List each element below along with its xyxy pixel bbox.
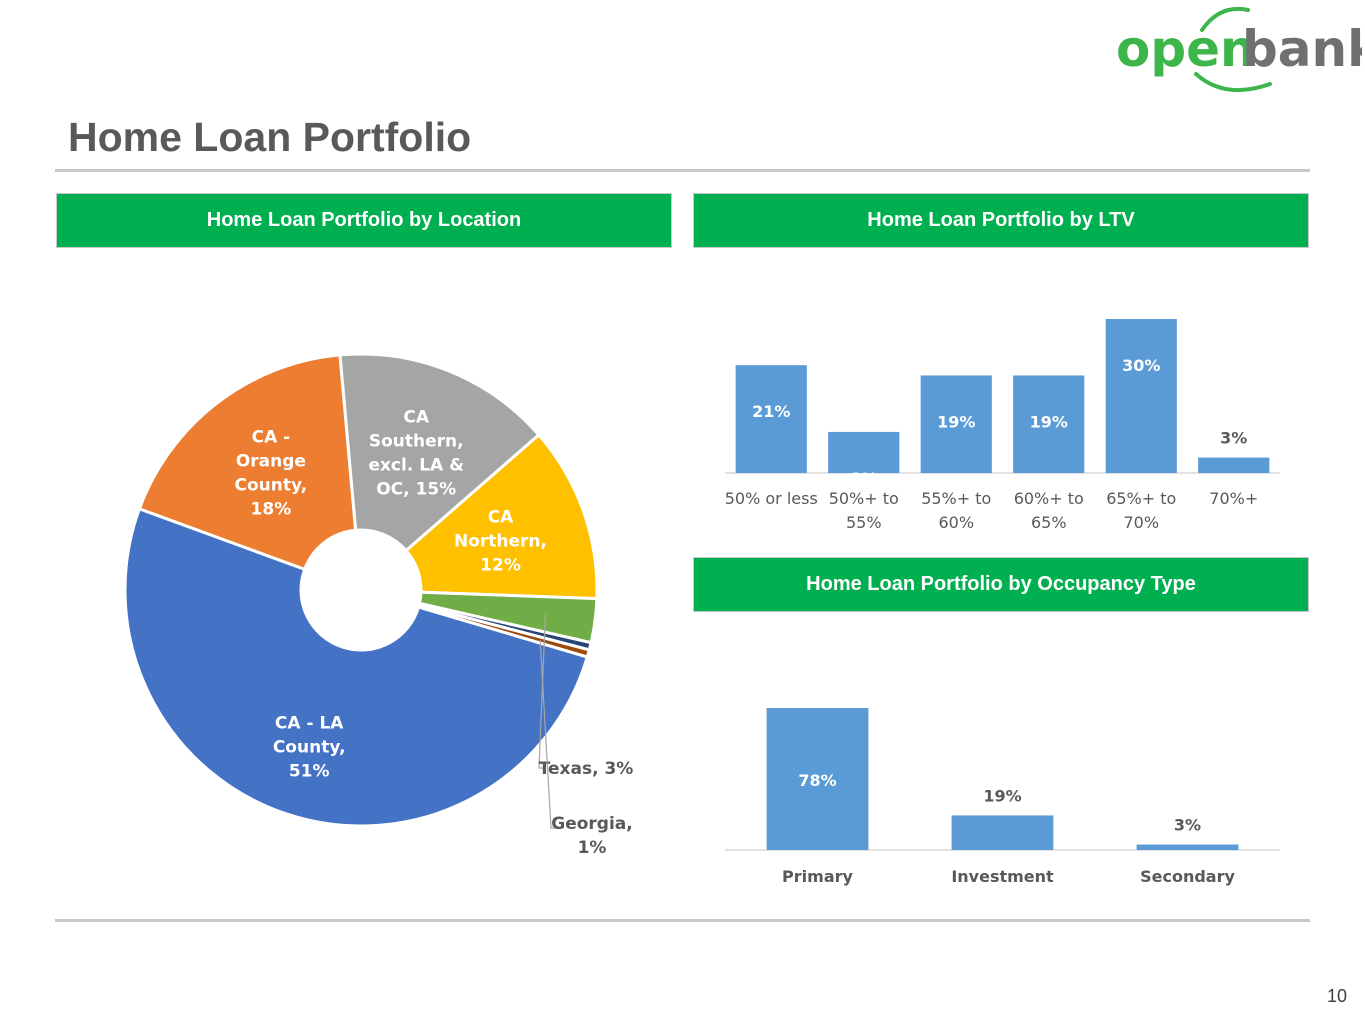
bar-data-label: 8% [850,469,877,488]
pie-slice-label: CA -Orange County, 18% [235,428,308,520]
bar-category-label: 55%+ to 60% [921,489,991,532]
pie-slice-label: Georgia, 1% [551,814,632,858]
top-divider [55,169,1310,172]
page-title: Home Loan Portfolio [68,114,472,160]
logo-swoosh-top [1200,7,1250,32]
occupancy-section-header: Home Loan Portfolio by Occupancy Type [693,557,1309,612]
bar-category-label: 70%+ [1209,489,1258,508]
bar-category-label: 60%+ to 65% [1014,489,1084,532]
ltv-bar-chart: 21% 50% or less 8%50%+ to 55% 19% 55%+ to 60% 1… [725,319,1280,532]
pie-slice [123,506,590,828]
bar [735,365,807,473]
location-pie-chart: CA -Orange County, 18% CA Southern, excl. LA … [123,352,634,858]
openbank-logo: open bank [1116,7,1362,93]
pie-slice [137,353,358,572]
bar-data-label: 19% [983,786,1021,805]
bar [766,708,869,850]
logo-text-open: open [1116,20,1256,78]
ltv-section-header: Home Loan Portfolio by LTV [693,193,1309,248]
bar-data-label: 3% [1220,429,1247,448]
pie-leader-line [539,639,557,829]
location-section-header: Home Loan Portfolio by Location [56,193,672,248]
bar-data-label: 3% [1174,816,1201,835]
bar-category-label: Secondary [1140,867,1235,886]
page-number: 10 [1326,986,1347,1006]
bar [1198,457,1270,473]
bar-data-label: 19% [1030,412,1068,431]
bar-category-label: 50%+ to 55% [829,489,899,532]
bar-data-label: 78% [798,771,836,790]
occupancy-bar-chart: 78% Primary 19% Investment 3% Secondary [725,708,1280,886]
bar [828,431,900,473]
pie-slice-label: CA - LA County, 51% [273,714,346,782]
bar-category-label: 65%+ to 70% [1106,489,1176,532]
bar [1013,375,1085,473]
logo-text-bank: bank [1242,20,1362,78]
bar-category-label: Primary [782,867,853,886]
bar [1105,319,1177,473]
pie-slice-label: CA Southern, excl. LA & OC, 15% [368,408,464,500]
bottom-divider [55,919,1310,922]
bar-data-label: 19% [937,412,975,431]
bar-category-label: Investment [951,867,1054,886]
logo-swoosh-bottom [1194,72,1272,93]
bar-category-label: 50% or less [725,489,818,508]
pie-slice-label: Texas, 3% [539,759,634,779]
pie-leader-line [538,614,547,769]
bar [951,815,1054,850]
bar-data-label: 21% [752,402,790,421]
bar [1136,844,1239,850]
pie-slice [404,432,599,601]
bar-data-label: 30% [1122,356,1160,375]
pie-slice-label: CA Northern, 12% [454,508,547,576]
bar [920,375,992,473]
pie-slice [338,352,541,553]
